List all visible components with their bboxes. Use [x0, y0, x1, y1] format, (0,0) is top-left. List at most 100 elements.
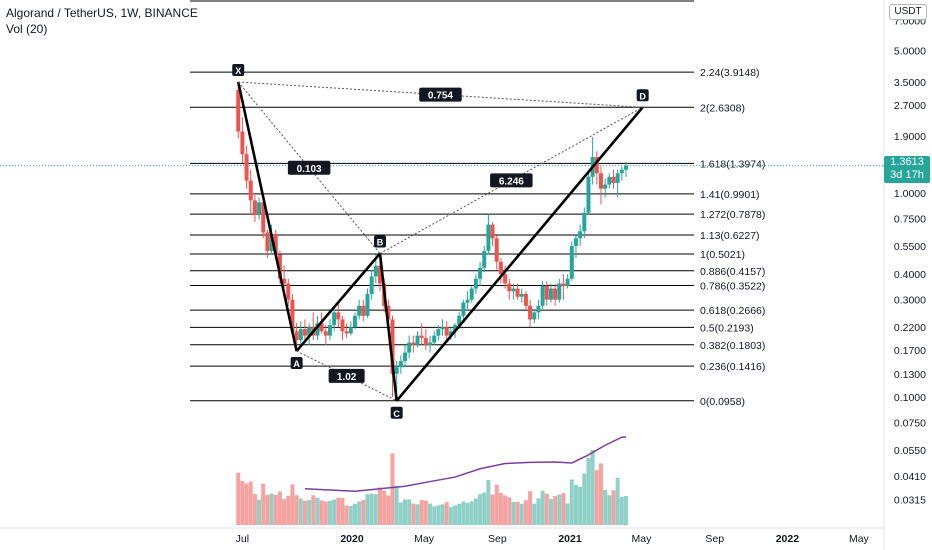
price-tick-label: 0.4000 [894, 269, 926, 281]
candle-body [519, 293, 524, 297]
ratio-label: 0.103 [297, 164, 322, 175]
fib-level-label: 1.41(0.9901) [700, 189, 760, 201]
volume-bar [423, 500, 428, 525]
pattern-point-box [290, 357, 303, 370]
candle-body [598, 173, 603, 189]
candle-body [490, 224, 495, 239]
volume-bar [252, 494, 257, 525]
volume-bar [473, 498, 478, 525]
candle-body [277, 254, 282, 279]
volume-bar [507, 497, 512, 525]
candle-body [236, 89, 241, 132]
candle-body [469, 288, 474, 300]
volume-bar [457, 503, 462, 525]
price-axis[interactable]: 7.00005.00003.50002.70001.90001.00000.75… [883, 0, 926, 550]
candle-body [582, 212, 587, 232]
candle-body [348, 327, 353, 334]
volume-bar [373, 494, 378, 525]
volume-bar [382, 490, 387, 525]
volume-bar [240, 481, 245, 525]
volume-bar [528, 491, 533, 525]
volume-bar [557, 494, 562, 525]
candle-body [444, 327, 449, 336]
candle-body [507, 283, 512, 292]
volume-bar [453, 505, 458, 525]
volume-bar [302, 500, 307, 525]
fib-level-label: 1.272(0.7878) [700, 209, 765, 221]
candle-body [244, 154, 249, 181]
volume-bar [307, 499, 312, 525]
fib-level-label: 0.382(0.1803) [700, 340, 765, 352]
candle-body [357, 305, 362, 316]
volume-bar [448, 506, 453, 525]
time-tick-label: Sep [488, 533, 507, 545]
candle-body [336, 312, 341, 320]
time-axis[interactable]: Jul 2020 May Sep 2021 May Sep 2022 May [0, 527, 884, 545]
ratio-label-box [328, 368, 365, 383]
volume-bar [407, 499, 412, 525]
volume-bar [490, 494, 495, 525]
candle-body [298, 329, 303, 341]
candle-body [269, 233, 274, 251]
fib-level-label: 0(0.0958) [700, 396, 745, 408]
volume-bar [565, 503, 570, 525]
price-tick-label: 2.7000 [894, 100, 926, 112]
volume-bar [340, 497, 345, 525]
volume-bar [315, 497, 320, 525]
volume-bar [523, 500, 528, 525]
candle-body [482, 250, 487, 268]
volume-bar [465, 503, 470, 525]
fib-level-label: 0.5(0.2193) [700, 322, 754, 334]
volume-bar [377, 487, 382, 525]
volume-bar [561, 493, 566, 525]
volume-bar [486, 479, 491, 525]
volume-bar [607, 495, 612, 525]
volume-bar [257, 499, 262, 525]
volume-bar [569, 479, 574, 525]
ratio-line-xd [238, 81, 643, 108]
candlesticks [236, 82, 628, 401]
currency-badge[interactable]: USDT [889, 4, 927, 20]
candle-body [302, 329, 307, 336]
price-tick-label: 3.5000 [894, 77, 926, 89]
candle-body [423, 337, 428, 345]
candle-body [553, 288, 558, 300]
candle-body [390, 319, 395, 374]
fib-level-label: 1(0.5021) [700, 249, 745, 261]
symbol-title: Algorand / TetherUS, 1W, BINANCE [6, 6, 198, 20]
volume-indicator-label: Vol (20) [6, 22, 48, 36]
volume-bar [440, 504, 445, 525]
candle-body [428, 342, 433, 345]
leg-cd [395, 106, 644, 402]
price-tick-label: 1.0000 [894, 188, 926, 200]
candle-body [536, 305, 541, 313]
leg-xa [236, 81, 298, 352]
last-price-tag: 1.3613 3d 17h [884, 156, 930, 183]
price-tick-label: 0.1000 [894, 392, 926, 404]
price-tick-label: 0.0315 [894, 494, 926, 506]
harmonic-pattern: 0.754 0.103 6.246 1.02 X A B C D [232, 64, 649, 419]
fib-level-label: 0.236(0.1416) [700, 361, 765, 373]
price-tick-label: 5.0000 [894, 45, 926, 57]
volume-bar [594, 470, 599, 525]
volume-bar [273, 494, 278, 525]
candle-body [365, 293, 370, 316]
candle-body [415, 335, 420, 345]
volume-bar [290, 484, 295, 525]
volume-bar [244, 483, 249, 525]
candle-body [407, 342, 412, 353]
candle-body [607, 176, 612, 185]
candle-body [240, 131, 245, 155]
candle-body [478, 267, 483, 279]
time-tick-label: May [414, 533, 435, 545]
candle-body [340, 319, 345, 332]
volume-bar [298, 498, 303, 525]
candle-body [373, 265, 378, 277]
candle-body [594, 157, 599, 174]
candle-body [619, 169, 624, 174]
fib-level-label: 1.13(0.6227) [700, 230, 760, 242]
candle-body [523, 293, 528, 306]
time-tick-label: Jul [236, 533, 249, 545]
candle-body [494, 238, 499, 262]
